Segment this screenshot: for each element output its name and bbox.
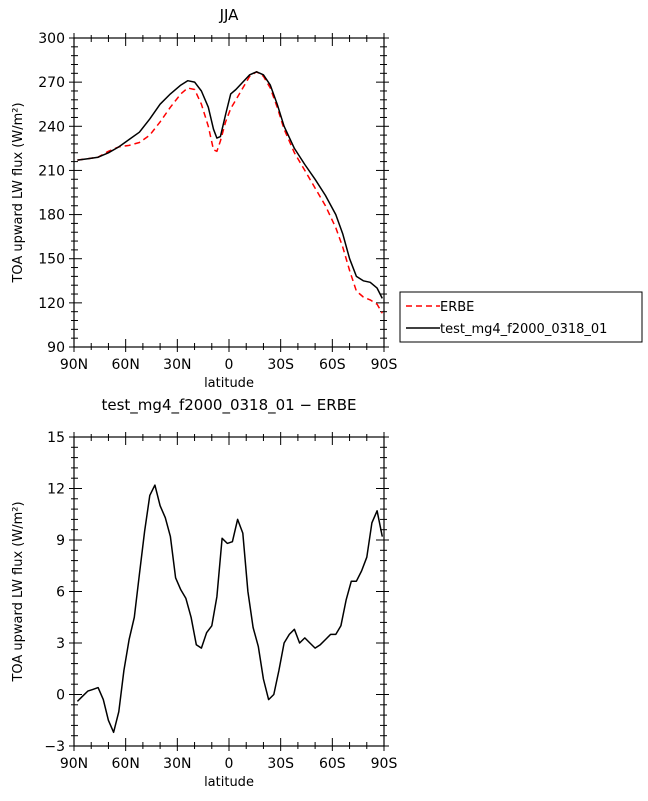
- x-tick-label: 30N: [163, 756, 191, 772]
- x-tick-label: 90S: [371, 756, 398, 772]
- y-tick-label: 9: [56, 533, 65, 549]
- x-tick-label: 30S: [267, 756, 294, 772]
- y-tick-label: −3: [44, 739, 65, 755]
- x-tick-label: 60N: [112, 357, 140, 373]
- y-axis-label: TOA upward LW flux (W/m²): [11, 102, 26, 283]
- chart-title: JJA: [219, 6, 240, 24]
- legend-box: [399, 291, 643, 343]
- x-tick-label: 0: [225, 756, 234, 772]
- y-tick-label: 12: [47, 482, 65, 498]
- y-tick-label: 120: [38, 296, 65, 312]
- legend: ERBE test_mg4_f2000_0318_01: [399, 291, 643, 343]
- legend-label: test_mg4_f2000_0318_01: [440, 322, 607, 337]
- y-tick-label: 150: [38, 252, 65, 268]
- series-line-difference: [76, 484, 384, 734]
- x-tick-label: 30N: [163, 357, 191, 373]
- x-tick-label: 60S: [319, 357, 346, 373]
- x-tick-label: 60S: [319, 756, 346, 772]
- y-tick-label: 3: [56, 636, 65, 652]
- y-tick-label: 180: [38, 208, 65, 224]
- y-tick-label: 15: [47, 430, 65, 446]
- x-tick-label: 90S: [371, 357, 398, 373]
- x-tick-label: 90N: [60, 756, 88, 772]
- y-tick-label: 240: [38, 119, 65, 135]
- x-tick-label: 30S: [267, 357, 294, 373]
- x-tick-label: 60N: [112, 756, 140, 772]
- x-axis-label: latitude: [204, 376, 254, 391]
- x-tick-label: 90N: [60, 357, 88, 373]
- y-tick-label: 0: [56, 688, 65, 704]
- y-tick-label: 90: [47, 340, 65, 356]
- y-tick-label: 6: [56, 585, 65, 601]
- x-axis-label: latitude: [204, 775, 254, 790]
- series-line-erbe: [77, 71, 383, 314]
- chart-title: test_mg4_f2000_0318_01 − ERBE: [102, 396, 357, 415]
- legend-label: ERBE: [440, 300, 474, 315]
- plot-frame: [73, 37, 385, 348]
- top-panel: JJA 90 120 150 180 210 240 270 300 90N 60N 30N 0 30S 6…: [11, 6, 397, 391]
- y-tick-label: 300: [38, 31, 65, 47]
- bottom-panel: test_mg4_f2000_0318_01 − ERBE −3 0 3 6 9 12 15 9…: [11, 396, 397, 790]
- x-tick-label: 0: [225, 357, 234, 373]
- y-tick-label: 270: [38, 75, 65, 91]
- y-tick-label: 210: [38, 163, 65, 179]
- series-line-test-mg4-f2000-0318-01: [77, 71, 383, 299]
- y-axis-label: TOA upward LW flux (W/m²): [11, 501, 26, 682]
